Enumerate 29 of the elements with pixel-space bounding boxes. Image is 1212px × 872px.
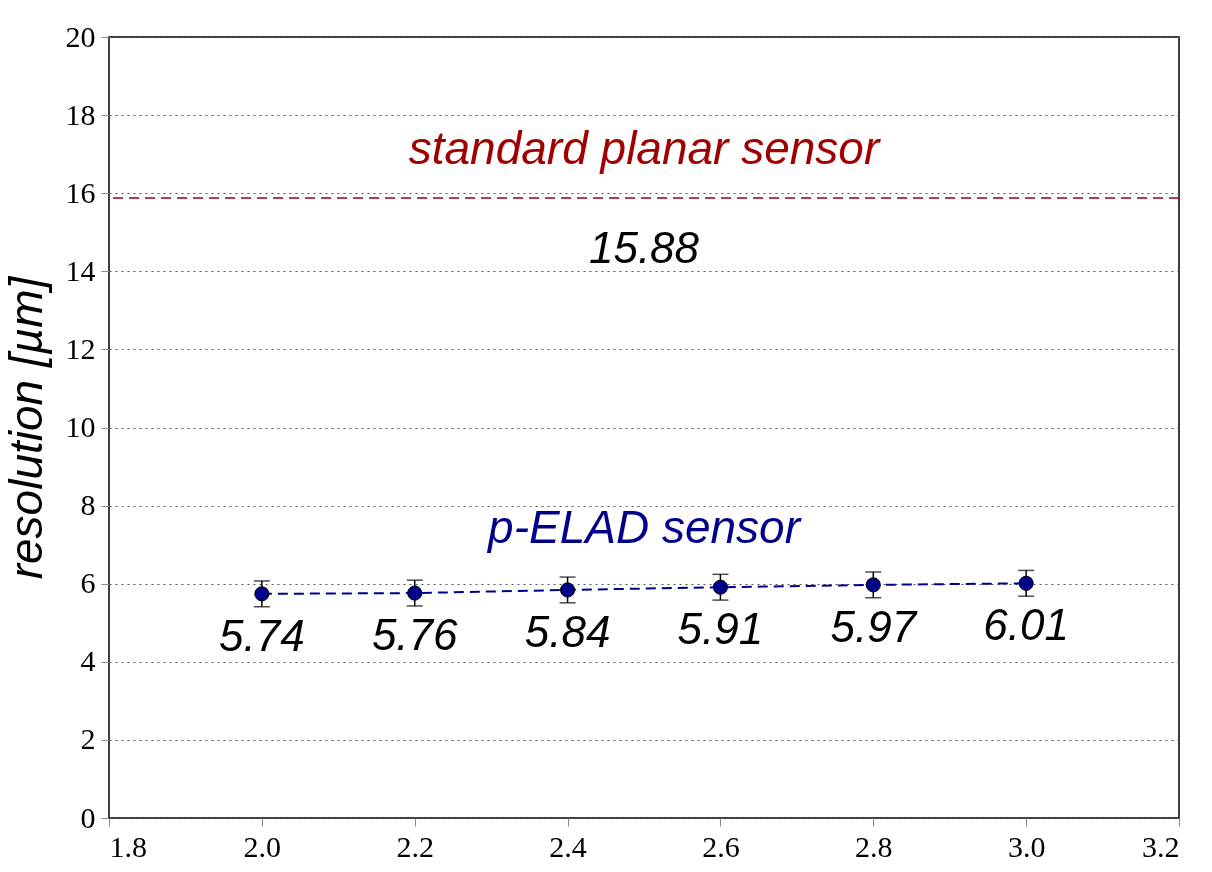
series-label: p-ELAD sensor	[486, 501, 802, 554]
data-label: 5.84	[524, 606, 611, 656]
y-tick-label: 2	[80, 722, 96, 756]
y-tick-label: 14	[65, 253, 96, 287]
ref-line-label: 15.88	[588, 222, 700, 272]
data-label: 5.91	[677, 604, 764, 654]
data-label: 5.97	[830, 601, 918, 651]
y-tick-label: 10	[65, 410, 96, 443]
x-tick-label: 3.0	[1007, 829, 1046, 863]
x-tick-label: 2.4	[549, 829, 587, 863]
x-tick-label: 2.2	[396, 829, 434, 863]
y-axis-title: resolution [µm]	[0, 275, 52, 580]
y-tick-label: 12	[65, 331, 96, 365]
y-tick-label: 20	[65, 19, 96, 53]
data-label: 5.76	[371, 610, 459, 660]
y-tick-label: 6	[80, 566, 96, 600]
x-tick-label: 3.2	[1142, 829, 1180, 863]
y-tick-label: 8	[80, 488, 96, 522]
x-tick-label: 2.6	[702, 829, 740, 863]
x-tick-label: 2.8	[855, 829, 893, 863]
data-label: 5.74	[219, 610, 305, 660]
y-tick-label: 18	[65, 97, 96, 131]
annotation: standard planar sensor	[408, 121, 881, 174]
x-tick-label: 1.8	[109, 829, 147, 863]
y-tick-label: 0	[80, 800, 96, 834]
y-tick-label: 4	[80, 644, 96, 678]
x-tick-label: 2.0	[243, 829, 282, 863]
data-label: 6.01	[983, 600, 1069, 650]
y-tick-label: 16	[65, 175, 96, 209]
